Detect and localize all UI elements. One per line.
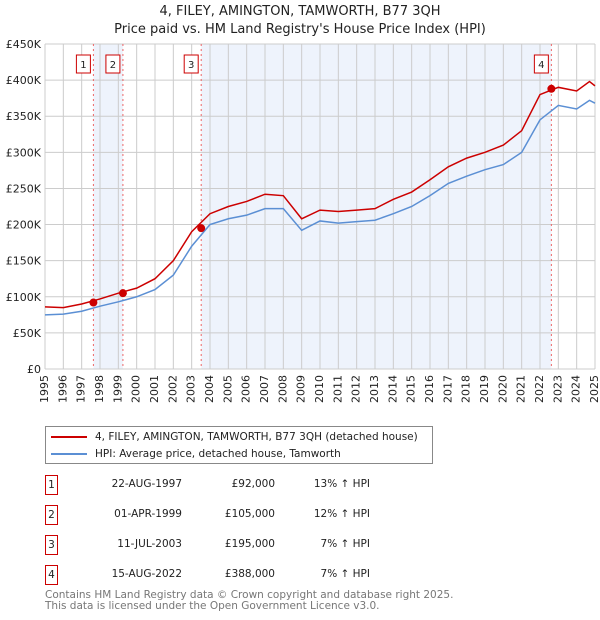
x-tick-label: 2020	[496, 375, 509, 403]
x-tick-label: 2019	[478, 375, 491, 403]
transaction-date: 01-APR-1999	[114, 508, 182, 520]
transaction-row: 4 15-AUG-2022 £388,000 7% ↑ HPI	[45, 565, 465, 585]
x-tick-label: 2018	[460, 375, 473, 403]
legend-item-hpi: HPI: Average price, detached house, Tamw…	[51, 448, 341, 460]
x-tick-label: 2000	[130, 375, 143, 403]
y-tick-label: £450K	[6, 38, 42, 51]
sale-label: 4	[538, 60, 544, 71]
transaction-marker: 1	[45, 475, 58, 495]
transaction-marker: 2	[45, 505, 58, 525]
chart-title: 4, FILEY, AMINGTON, TAMWORTH, B77 3QH	[159, 4, 441, 19]
x-tick-label: 2016	[423, 375, 436, 403]
y-tick-label: £150K	[6, 255, 42, 268]
sale-point	[197, 224, 206, 233]
legend-label: 4, FILEY, AMINGTON, TAMWORTH, B77 3QH (d…	[95, 431, 418, 443]
transaction-hpi: 7% ↑ HPI	[320, 568, 370, 580]
transaction-hpi: 7% ↑ HPI	[320, 538, 370, 550]
sale-label-box	[105, 54, 121, 74]
x-tick-label: 1997	[75, 375, 88, 403]
x-tick-label: 1996	[56, 375, 69, 403]
y-tick-label: £400K	[6, 74, 42, 87]
footer-attribution: Contains HM Land Registry data © Crown c…	[45, 590, 453, 612]
x-tick-label: 2014	[386, 375, 399, 403]
transaction-price: £105,000	[224, 508, 275, 520]
shaded-period	[201, 44, 552, 369]
x-tick-label: 2008	[276, 375, 289, 403]
footer-line-2: This data is licensed under the Open Gov…	[45, 600, 380, 612]
x-tick-label: 2024	[570, 375, 583, 403]
x-tick-label: 1998	[93, 375, 106, 403]
transaction-marker: 3	[45, 535, 58, 555]
y-tick-label: £100K	[6, 291, 42, 304]
x-tick-label: 2006	[240, 375, 253, 403]
x-tick-label: 1999	[111, 375, 124, 403]
x-tick-label: 2003	[185, 375, 198, 403]
series-line	[44, 80, 596, 309]
chart-subtitle: Price paid vs. HM Land Registry's House …	[114, 22, 486, 37]
legend-swatch-blue	[51, 453, 87, 455]
x-tick-label: 2001	[148, 375, 161, 403]
series-line	[44, 99, 596, 316]
x-tick-label: 2021	[515, 375, 528, 403]
x-tick-label: 2004	[203, 375, 216, 403]
y-tick-label: £200K	[6, 219, 42, 232]
sale-label-box	[183, 54, 199, 74]
x-tick-label: 2022	[533, 375, 546, 403]
x-tick-label: 2023	[551, 375, 564, 403]
x-tick-label: 2011	[331, 375, 344, 403]
x-tick-label: 2010	[313, 375, 326, 403]
x-tick-label: 2015	[405, 375, 418, 403]
x-tick-label: 2017	[441, 375, 454, 403]
transaction-marker: 4	[45, 565, 58, 585]
transaction-row: 3 11-JUL-2003 £195,000 7% ↑ HPI	[45, 535, 465, 555]
transaction-hpi: 12% ↑ HPI	[313, 508, 370, 520]
price-line-chart: 1995 1996 1997 1998 1999 2000 2001 2002 2003 2004…	[6, 38, 600, 403]
x-tick-label: 1995	[38, 375, 51, 403]
x-tick-label: 2012	[350, 375, 363, 403]
y-tick-label: £300K	[6, 146, 42, 159]
sale-label-box	[75, 54, 91, 74]
transaction-row: 1 22-AUG-1997 £92,000 13% ↑ HPI	[45, 475, 465, 495]
y-tick-label: £50K	[13, 327, 42, 340]
legend-label: HPI: Average price, detached house, Tamw…	[95, 448, 341, 460]
y-tick-label: £0	[27, 363, 41, 376]
sale-label: 3	[188, 60, 194, 71]
transaction-price: £92,000	[231, 478, 275, 490]
sale-label: 1	[80, 60, 86, 71]
sale-label-box	[533, 54, 549, 74]
transaction-date: 11-JUL-2003	[117, 538, 182, 550]
transaction-row: 2 01-APR-1999 £105,000 12% ↑ HPI	[45, 505, 465, 525]
sale-point	[118, 289, 127, 298]
y-tick-label: £250K	[6, 182, 42, 195]
chart-legend: 4, FILEY, AMINGTON, TAMWORTH, B77 3QH (d…	[45, 426, 433, 464]
x-tick-label: 2009	[295, 375, 308, 403]
x-tick-label: 2025	[588, 375, 600, 403]
sale-point	[89, 298, 98, 307]
x-tick-label: 2013	[368, 375, 381, 403]
legend-swatch-red	[51, 436, 87, 438]
sale-point	[547, 84, 556, 93]
x-tick-label: 2005	[221, 375, 234, 403]
transaction-hpi: 13% ↑ HPI	[313, 478, 370, 490]
x-tick-label: 2002	[166, 375, 179, 403]
transaction-price: £388,000	[224, 568, 275, 580]
transaction-date: 22-AUG-1997	[111, 478, 182, 490]
sale-label: 2	[110, 60, 116, 71]
footer-line-1: Contains HM Land Registry data © Crown c…	[45, 589, 454, 601]
y-tick-label: £350K	[6, 110, 42, 123]
legend-item-property: 4, FILEY, AMINGTON, TAMWORTH, B77 3QH (d…	[51, 431, 418, 443]
transaction-date: 15-AUG-2022	[111, 568, 182, 580]
transaction-price: £195,000	[224, 538, 275, 550]
x-tick-label: 2007	[258, 375, 271, 403]
